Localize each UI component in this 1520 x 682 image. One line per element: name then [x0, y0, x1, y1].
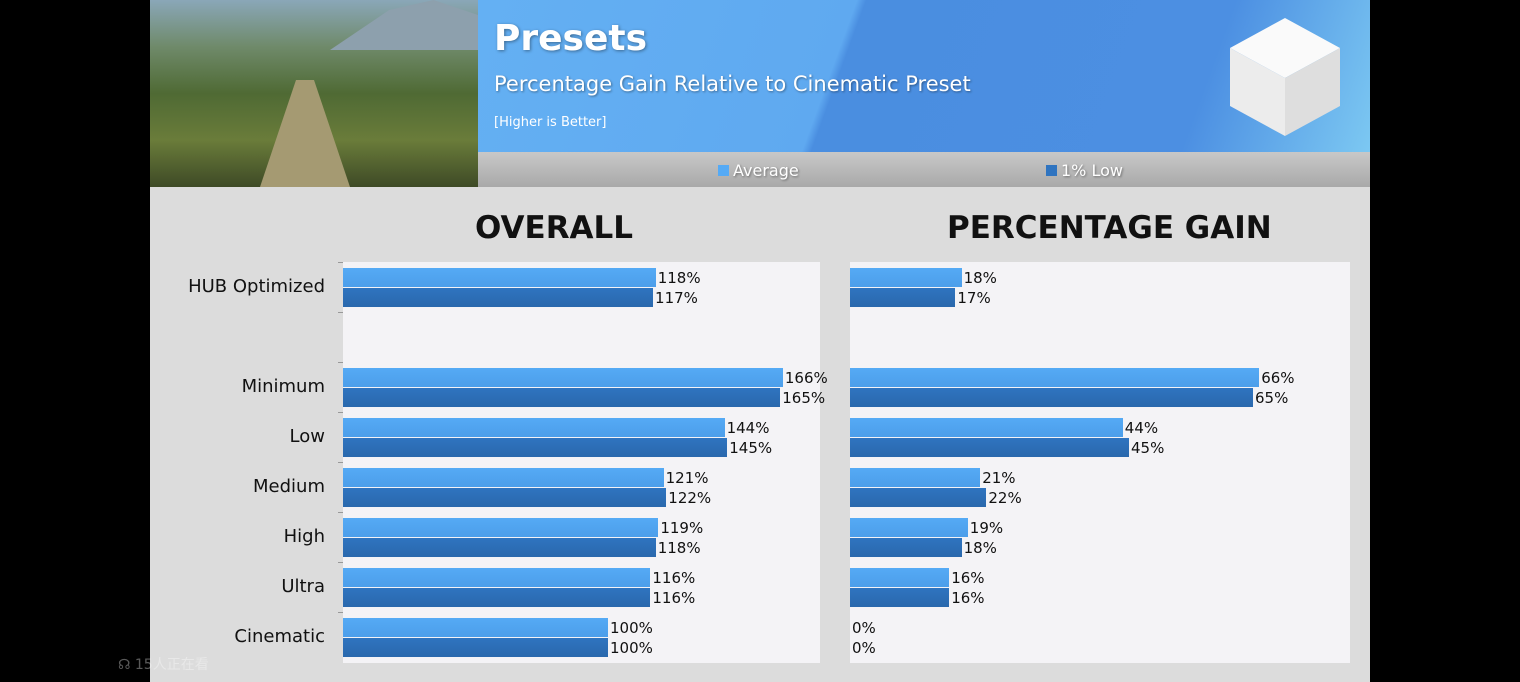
axis-tick: [338, 612, 343, 613]
bar-1pct-low: [343, 638, 608, 657]
data-label: 44%: [1124, 419, 1159, 437]
bar-1pct-low: [850, 288, 956, 307]
bar-average: [343, 268, 656, 287]
data-label: 145%: [729, 439, 773, 457]
data-label: 17%: [957, 289, 991, 307]
data-label: 119%: [660, 519, 704, 537]
data-label: 18%: [963, 269, 997, 287]
bar-average: [850, 518, 968, 537]
category-label: Cinematic: [234, 626, 325, 647]
bar-1pct-low: [343, 588, 651, 607]
chart-title-overall: OVERALL: [475, 210, 634, 246]
legend: Average 1% Low: [478, 152, 1370, 187]
data-label: 18%: [963, 539, 997, 557]
data-label: 116%: [652, 589, 696, 607]
viewer-count-text: 15人正在看: [134, 657, 209, 673]
data-label: 118%: [657, 539, 701, 557]
bar-average: [850, 418, 1123, 437]
bar-average: [850, 368, 1260, 387]
axis-tick: [338, 312, 343, 313]
low-swatch-icon: [1046, 165, 1057, 176]
data-label: 166%: [784, 369, 828, 387]
data-label: 0%: [852, 639, 876, 657]
bar-average: [850, 468, 981, 487]
category-label: Ultra: [281, 576, 325, 597]
note: [Higher is Better]: [494, 115, 607, 130]
data-label: 16%: [951, 589, 985, 607]
bar-1pct-low: [343, 488, 667, 507]
axis-tick: [338, 462, 343, 463]
bar-1pct-low: [850, 538, 962, 557]
page-title: Presets: [494, 18, 648, 59]
bar-1pct-low: [850, 588, 950, 607]
legend-item-1pct-low: 1% Low: [1046, 161, 1123, 180]
average-swatch-icon: [718, 165, 729, 176]
bar-1pct-low: [850, 488, 987, 507]
bar-1pct-low: [343, 388, 781, 407]
bar-1pct-low: [850, 438, 1129, 457]
cube-logo-icon: [1230, 18, 1340, 136]
bar-1pct-low: [343, 438, 728, 457]
data-label: 100%: [610, 639, 653, 657]
data-label: 117%: [655, 289, 698, 307]
data-label: 122%: [668, 489, 712, 507]
axis-tick: [338, 512, 343, 513]
category-label: High: [283, 526, 325, 547]
category-label: Minimum: [241, 376, 325, 397]
data-label: 21%: [982, 469, 1016, 487]
bar-1pct-low: [850, 388, 1253, 407]
axis-tick: [338, 412, 343, 413]
category-label: Low: [289, 426, 325, 447]
subtitle: Percentage Gain Relative to Cinematic Pr…: [494, 72, 971, 96]
bar-average: [343, 568, 651, 587]
legend-item-average: Average: [718, 161, 799, 180]
bar-average: [343, 368, 783, 387]
slide: Presets Percentage Gain Relative to Cine…: [150, 0, 1370, 682]
axis-tick: [338, 362, 343, 363]
bar-average: [343, 518, 659, 537]
category-label: Medium: [253, 476, 325, 497]
data-label: 65%: [1255, 389, 1289, 407]
data-label: 16%: [951, 569, 985, 587]
bar-average: [343, 418, 725, 437]
bar-average: [850, 568, 950, 587]
data-label: 121%: [665, 469, 709, 487]
data-label: 118%: [657, 269, 701, 287]
axis-tick: [338, 262, 343, 263]
data-label: 144%: [726, 419, 770, 437]
game-screenshot-thumbnail: [150, 0, 478, 187]
category-label: HUB Optimized: [188, 276, 325, 297]
data-label: 45%: [1131, 439, 1165, 457]
bar-average: [343, 468, 664, 487]
data-label: 116%: [652, 569, 696, 587]
data-label: 19%: [969, 519, 1004, 537]
bar-average: [343, 618, 608, 637]
title-banner: Presets Percentage Gain Relative to Cine…: [478, 0, 1370, 152]
bar-1pct-low: [343, 538, 656, 557]
data-label: 66%: [1261, 369, 1295, 387]
bar-1pct-low: [343, 288, 654, 307]
people-icon: ☊: [118, 657, 131, 673]
data-label: 100%: [610, 619, 653, 637]
legend-label: 1% Low: [1061, 161, 1123, 180]
data-label: 22%: [988, 489, 1022, 507]
bar-average: [850, 268, 962, 287]
data-label: 0%: [852, 619, 876, 637]
viewer-count: ☊ 15人正在看: [118, 654, 209, 674]
chart-title-gain: PERCENTAGE GAIN: [947, 210, 1272, 246]
data-label: 165%: [782, 389, 826, 407]
axis-tick: [338, 562, 343, 563]
legend-label: Average: [733, 161, 799, 180]
